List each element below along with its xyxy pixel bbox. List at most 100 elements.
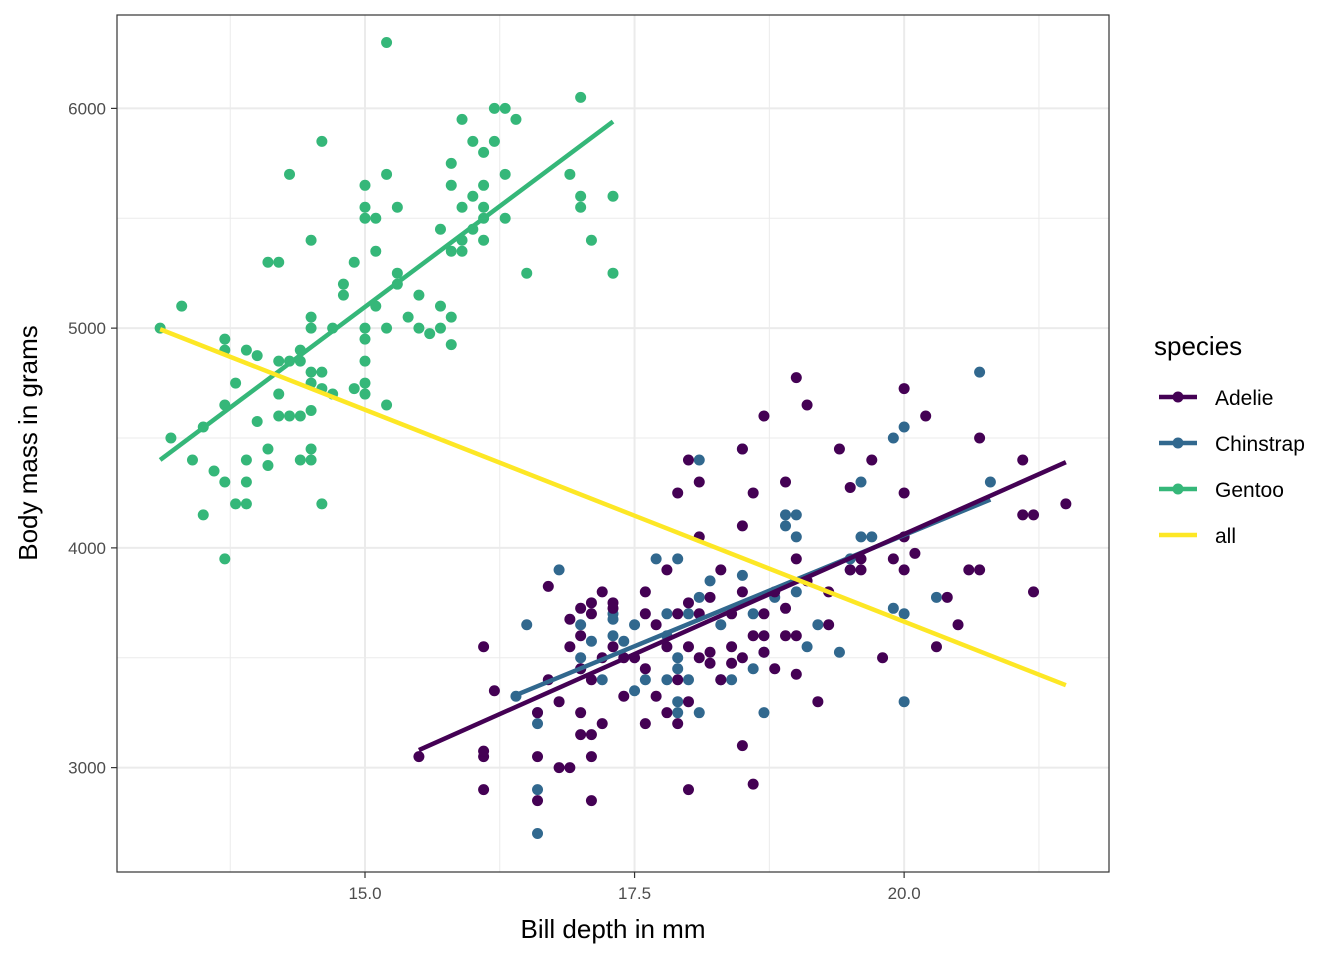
point-chinstrap — [575, 619, 587, 631]
point-gentoo — [186, 454, 198, 466]
legend-label-all: all — [1215, 525, 1236, 548]
point-adelie — [844, 564, 856, 576]
point-adelie — [650, 690, 662, 702]
point-adelie — [726, 641, 738, 653]
point-gentoo — [445, 179, 457, 191]
point-adelie — [532, 751, 544, 763]
point-gentoo — [316, 366, 328, 378]
point-chinstrap — [693, 454, 705, 466]
point-gentoo — [467, 135, 479, 147]
y-tick-label: 4000 — [68, 539, 106, 558]
point-gentoo — [251, 416, 263, 428]
point-gentoo — [262, 256, 274, 268]
point-adelie — [1028, 509, 1040, 521]
point-adelie — [532, 795, 544, 807]
point-chinstrap — [629, 619, 641, 631]
point-adelie — [780, 476, 792, 488]
point-adelie — [704, 657, 716, 669]
point-adelie — [963, 564, 975, 576]
point-adelie — [736, 652, 748, 664]
point-gentoo — [359, 179, 371, 191]
point-adelie — [974, 432, 986, 444]
point-gentoo — [359, 201, 371, 213]
point-adelie — [650, 619, 662, 631]
point-gentoo — [251, 350, 263, 362]
legend-label-gentoo: Gentoo — [1215, 479, 1284, 502]
point-adelie — [758, 630, 770, 642]
point-gentoo — [575, 190, 587, 202]
point-gentoo — [305, 405, 317, 417]
point-chinstrap — [639, 674, 651, 686]
legend-label-chinstrap: Chinstrap — [1215, 433, 1305, 456]
point-gentoo — [499, 168, 511, 180]
point-gentoo — [381, 168, 393, 180]
point-gentoo — [176, 300, 188, 312]
point-gentoo — [370, 212, 382, 224]
point-adelie — [682, 597, 694, 609]
point-chinstrap — [984, 476, 996, 488]
point-gentoo — [478, 179, 490, 191]
point-adelie — [790, 668, 802, 680]
point-adelie — [682, 696, 694, 708]
point-gentoo — [240, 344, 252, 356]
point-chinstrap — [607, 630, 619, 642]
point-chinstrap — [618, 635, 630, 647]
point-adelie — [575, 729, 587, 741]
point-gentoo — [348, 256, 360, 268]
point-adelie — [780, 630, 792, 642]
point-adelie — [747, 630, 759, 642]
point-adelie — [812, 696, 824, 708]
point-adelie — [661, 641, 673, 653]
grid-minor — [117, 15, 1109, 872]
point-adelie — [780, 602, 792, 614]
point-gentoo — [445, 245, 457, 257]
point-gentoo — [564, 168, 576, 180]
point-chinstrap — [682, 674, 694, 686]
point-adelie — [585, 751, 597, 763]
point-adelie — [618, 690, 630, 702]
point-gentoo — [381, 399, 393, 411]
point-chinstrap — [747, 663, 759, 675]
point-gentoo — [165, 432, 177, 444]
point-adelie — [413, 751, 425, 763]
point-adelie — [704, 646, 716, 658]
point-adelie — [682, 641, 694, 653]
point-chinstrap — [758, 707, 770, 719]
point-adelie — [747, 778, 759, 790]
point-gentoo — [478, 234, 490, 246]
y-tick-label: 6000 — [68, 99, 106, 118]
x-axis: 15.0 17.5 20.0 — [348, 872, 921, 903]
point-adelie — [801, 399, 813, 411]
point-adelie — [564, 613, 576, 625]
point-adelie — [693, 476, 705, 488]
point-gentoo — [208, 465, 220, 477]
point-gentoo — [424, 328, 436, 340]
point-adelie — [607, 641, 619, 653]
point-gentoo — [337, 289, 349, 301]
point-gentoo — [262, 443, 274, 455]
point-adelie — [952, 619, 964, 631]
point-gentoo — [294, 410, 306, 422]
point-adelie — [564, 641, 576, 653]
point-adelie — [736, 520, 748, 532]
point-adelie — [693, 652, 705, 664]
point-chinstrap — [790, 509, 802, 521]
point-chinstrap — [790, 586, 802, 598]
point-adelie — [682, 784, 694, 796]
point-adelie — [553, 696, 565, 708]
point-gentoo — [478, 146, 490, 158]
point-adelie — [575, 630, 587, 642]
point-adelie — [478, 784, 490, 796]
point-adelie — [715, 674, 727, 686]
point-chinstrap — [596, 674, 608, 686]
point-adelie — [726, 657, 738, 669]
grid-major — [117, 15, 1109, 872]
fit-line-all — [159, 327, 1067, 688]
point-gentoo — [348, 383, 360, 395]
point-chinstrap — [855, 476, 867, 488]
plot-panel-border — [116, 14, 1110, 873]
legend-label-adelie: Adelie — [1215, 387, 1273, 410]
point-gentoo — [402, 311, 414, 323]
point-adelie — [661, 707, 673, 719]
